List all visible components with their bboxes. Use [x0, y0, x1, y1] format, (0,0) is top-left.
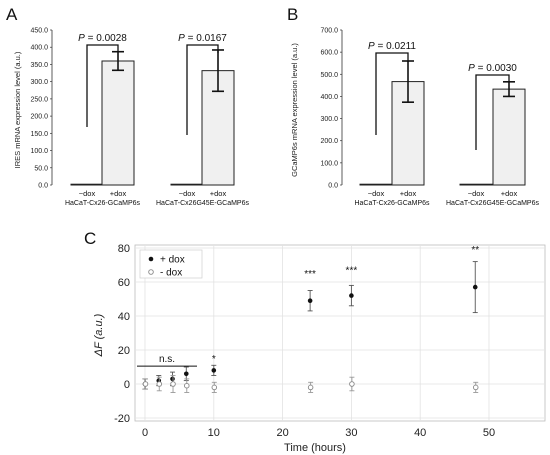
- legend-marker-filled: [148, 256, 154, 262]
- y-tick-label: 0.0: [328, 183, 338, 190]
- category-label: −dox: [468, 189, 485, 198]
- panel-a-y-axis-label: IRES mRNA expression level (a.u.): [13, 51, 22, 168]
- y-tick-label: 500.0: [320, 72, 338, 79]
- data-point-plus-dox: [472, 284, 478, 290]
- y-tick-label: 50.0: [34, 165, 48, 172]
- panel-b-y-axis-label: GCaMP6s mRNA expression level (a.u.): [290, 43, 299, 177]
- panel-a-bar-chart: IRES mRNA expression level (a.u.) 0.0 50.…: [13, 28, 249, 208]
- y-tick-label: 450.0: [30, 28, 48, 35]
- y-tick-label: 100.0: [320, 160, 338, 167]
- p-value-label: P = 0.0211: [368, 41, 416, 52]
- y-tick-label: 300.0: [320, 116, 338, 123]
- y-tick-label: -20: [114, 413, 130, 425]
- p-value-label: P = 0.0030: [468, 63, 517, 74]
- significance-label: ***: [304, 269, 316, 280]
- y-tick-label: 200.0: [320, 138, 338, 145]
- significance-bracket: [375, 52, 409, 135]
- y-tick-label: 0: [124, 379, 130, 391]
- y-tick-label: 400.0: [320, 94, 338, 101]
- data-point-minus-dox: [156, 381, 163, 387]
- y-tick-label: 40: [118, 311, 130, 323]
- bar: [70, 183, 104, 186]
- y-tick-label: 60: [118, 277, 130, 289]
- x-tick-label: 0: [142, 427, 148, 439]
- bar: [459, 183, 493, 186]
- group-label: HaCaT-Cx26G45E-GCaMP6s: [446, 200, 539, 207]
- y-tick-label: 400.0: [30, 45, 48, 52]
- significance-bracket: [475, 74, 510, 150]
- y-tick-label: 350.0: [30, 62, 48, 69]
- data-point-plus-dox: [307, 298, 313, 304]
- bar: [492, 88, 526, 186]
- panel-letter-b: B: [287, 5, 298, 24]
- significance-bracket: [86, 44, 119, 127]
- y-tick-label: 250.0: [30, 96, 48, 103]
- category-label: +dox: [210, 189, 227, 198]
- x-tick-label: 40: [414, 427, 426, 439]
- bar: [359, 183, 393, 186]
- category-label: +dox: [400, 189, 417, 198]
- p-value-label: P = 0.0028: [78, 33, 127, 44]
- data-point-minus-dox: [170, 381, 176, 387]
- x-tick-label: 20: [276, 427, 288, 439]
- significance-label: **: [471, 245, 479, 256]
- category-label: +dox: [110, 189, 127, 198]
- data-point-minus-dox: [142, 381, 149, 387]
- p-value-label: P = 0.0167: [178, 33, 227, 44]
- y-tick-label: 20: [118, 345, 130, 357]
- bar: [101, 60, 135, 186]
- y-tick-label: 0.0: [38, 183, 48, 190]
- x-tick-label: 50: [483, 427, 495, 439]
- x-tick-label: 10: [208, 427, 220, 439]
- legend-label: + dox: [160, 255, 185, 266]
- data-point-plus-dox: [211, 368, 217, 373]
- y-tick-label: 600.0: [320, 50, 338, 57]
- x-tick-label: 30: [345, 427, 357, 439]
- data-point-minus-dox: [184, 382, 190, 389]
- data-point-plus-dox: [170, 376, 175, 382]
- panel-letter-a: A: [6, 5, 18, 24]
- y-tick-label: 700.0: [320, 28, 338, 35]
- panel-c-plot-frame: [134, 244, 546, 422]
- data-point-minus-dox: [472, 384, 479, 391]
- group-label: HaCaT-Cx26G45E-GCaMP6s: [156, 200, 249, 207]
- group-label: HaCaT-Cx26-GCaMP6s: [65, 200, 141, 207]
- bar: [170, 183, 204, 186]
- data-point-minus-dox: [211, 384, 218, 391]
- panel-c-x-axis-label: Time (hours): [284, 442, 346, 454]
- category-label: −dox: [368, 189, 385, 198]
- category-label: −dox: [179, 189, 196, 198]
- y-tick-label: 100.0: [30, 148, 48, 155]
- category-label: −dox: [79, 189, 96, 198]
- y-tick-label: 300.0: [30, 79, 48, 86]
- data-point-plus-dox: [183, 371, 189, 377]
- panel-c-legend: + dox - dox: [139, 249, 203, 279]
- category-label: +dox: [501, 189, 518, 198]
- legend-marker-open: [148, 269, 154, 275]
- significance-label: *: [212, 354, 216, 365]
- group-label: HaCaT-Cx26-GCaMP6s: [354, 200, 430, 207]
- panel-b-bar-chart: GCaMP6s mRNA expression level (a.u.) 0.0…: [290, 28, 539, 208]
- data-point-minus-dox: [307, 384, 314, 391]
- panel-c-y-axis-label: ΔF (a.u.): [93, 313, 105, 357]
- significance-label: n.s.: [159, 354, 175, 365]
- data-point-minus-dox: [349, 381, 355, 387]
- panel-letter-c: C: [84, 229, 96, 248]
- y-tick-label: 150.0: [30, 131, 48, 138]
- y-tick-label: 200.0: [30, 114, 48, 121]
- data-point-plus-dox: [349, 293, 354, 298]
- significance-label: ***: [346, 266, 358, 277]
- significance-bracket: [186, 44, 219, 135]
- legend-label: - dox: [160, 268, 182, 279]
- y-tick-label: 80: [118, 243, 130, 255]
